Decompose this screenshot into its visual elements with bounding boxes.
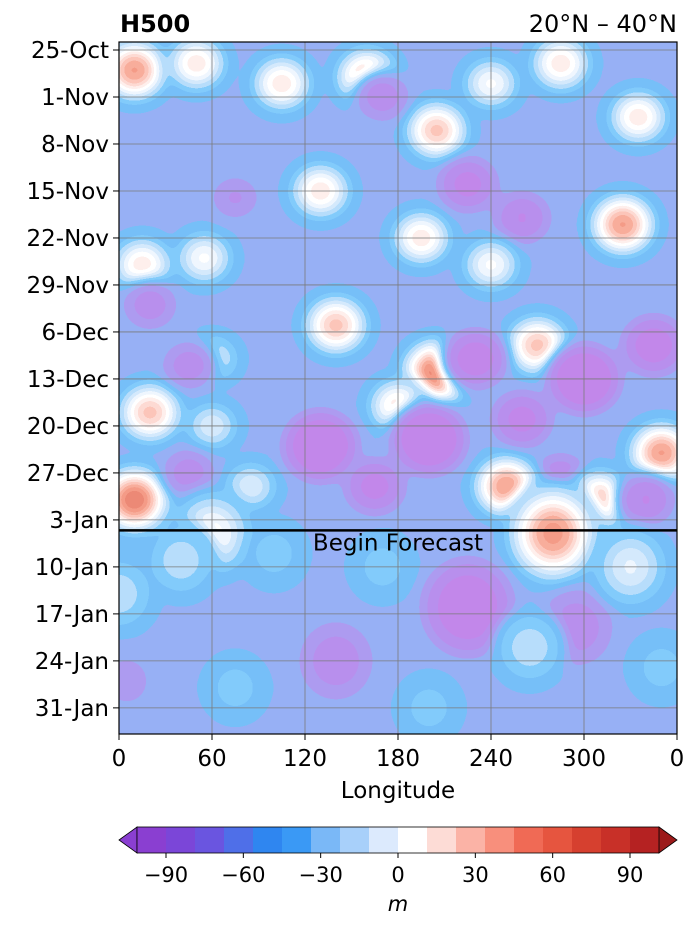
colorbar-swatch [572,827,602,853]
colorbar-ticks: −90 −60 −30 0 30 60 90 [144,853,644,887]
y-tick-label: 22-Nov [27,226,109,252]
anomaly-contour [524,333,551,358]
anomaly-contour [514,631,545,664]
anomaly-contour [626,106,651,129]
x-tick-label: 240 [469,746,513,772]
anomaly-contour [634,489,658,511]
y-tick-label: 27-Dec [27,461,109,487]
anomaly-contour [609,212,636,237]
colorbar-swatch [195,827,225,853]
anomaly-contour [259,537,289,570]
plot-area [119,42,677,734]
x-tick-label: 300 [562,746,606,772]
x-tick-label: 0 [112,746,127,772]
anomaly-contour [269,72,295,95]
y-tick-label: 10-Jan [35,555,109,581]
colorbar-tick-label: 90 [617,863,644,887]
anomaly-contour [165,544,197,577]
colorbar-tick-label: −60 [221,863,265,887]
anomaly-contour [493,474,520,499]
y-tick-label: 25-Oct [31,38,109,64]
anomaly-contour [192,247,217,269]
colorbar-swatch [311,827,341,853]
colorbar-tick-label: 30 [462,863,489,887]
anomaly-contour [224,187,247,208]
y-tick-label: 13-Dec [27,367,109,393]
anomaly-contour [306,432,335,460]
y-tick-label: 17-Jan [35,602,109,628]
anomaly-contour [239,475,263,497]
colorbar-swatch [282,827,312,853]
colorbar-swatch [485,827,515,853]
anomaly-contour [510,207,534,229]
x-tick-label: 180 [376,746,420,772]
colorbar-swatch [137,827,167,853]
anomaly-contour [463,347,488,371]
anomaly-contour [535,514,571,552]
y-tick-label: 24-Jan [35,649,109,675]
x-axis-label: Longitude [341,778,455,804]
colorbar-tick-label: −30 [299,863,343,887]
colorbar-tick-label: 0 [391,863,404,887]
anomaly-contour [362,475,388,498]
anomaly-contour [646,651,677,684]
x-tick-label: 60 [197,746,226,772]
grid-lines [119,42,677,734]
anomaly-contour [119,665,142,697]
x-tick-label: 120 [283,746,327,772]
anomaly-contour [137,400,163,425]
colorbar-swatch [630,827,660,853]
colorbar-swatch [369,827,399,853]
colorbar-swatch [253,827,283,853]
y-tick-label: 29-Nov [27,273,109,299]
chart-title-left: H500 [120,10,190,38]
chart-title-right: 20°N – 40°N [529,10,677,38]
y-tick-label: 3-Jan [49,508,109,534]
anomaly-contour [138,294,162,316]
anomaly-field [119,42,677,734]
anomaly-contour [220,672,250,704]
y-tick-label: 15-Nov [27,179,109,205]
colorbar-swatch [398,827,428,853]
anomaly-contour [450,588,486,626]
colorbar-swatch [340,827,370,853]
anomaly-contour [323,313,349,338]
colorbar-tick-label: −90 [144,863,188,887]
anomaly-contour [121,486,148,513]
colorbar-over-arrow [658,826,678,854]
colorbar-label: m [388,892,408,916]
anomaly-contour [424,118,450,143]
colorbar-swatch [224,827,254,853]
anomaly-contour [121,58,148,83]
anomaly-contour [509,407,535,431]
colorbar-swatch [543,827,573,853]
y-tick-label: 20-Dec [27,414,109,440]
anomaly-contour [648,440,675,465]
colorbar-swatch [166,827,196,853]
anomaly-contour [177,355,200,376]
y-tick-label: 1-Nov [41,85,109,111]
anomaly-contour [641,333,667,358]
colorbar-under-arrow [118,826,138,854]
colorbar-tick-label: 60 [539,863,566,887]
anomaly-contour [130,253,155,276]
colorbar [118,826,678,854]
forecast-label: Begin Forecast [313,530,483,556]
colorbar-swatch [427,827,457,853]
anomaly-contour [548,52,574,75]
anomaly-contour [184,52,209,75]
anomaly-contour [415,426,443,453]
colorbar-swatch [514,827,544,853]
y-tick-label: 6-Dec [42,320,109,346]
x-tick-label: 0 [670,746,685,772]
y-axis: 25-Oct 1-Nov 8-Nov 15-Nov 22-Nov 29-Nov 6-Dec 1… [27,38,119,722]
y-tick-label: 8-Nov [41,132,109,158]
y-tick-label: 31-Jan [35,696,109,722]
x-axis: 0 60 120 180 240 300 0 [112,734,685,772]
colorbar-swatch [456,827,486,853]
colorbar-swatch [601,827,631,853]
anomaly-contour [119,577,135,610]
anomaly-contour [455,173,480,196]
